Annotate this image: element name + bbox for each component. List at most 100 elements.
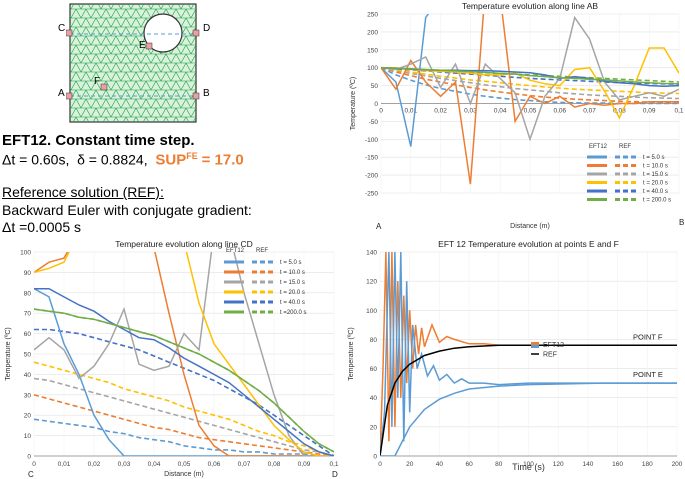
series-line xyxy=(380,252,677,456)
point-c-marker xyxy=(66,29,73,37)
chart-title: EFT 12 Temperature evolution at points E… xyxy=(438,239,619,249)
x-tick-label: 0,02 xyxy=(434,108,447,115)
ref-series-line xyxy=(34,361,334,456)
annotation-point-e: POINT E xyxy=(633,370,663,379)
point-e-marker xyxy=(145,42,153,50)
eft-series-line xyxy=(381,47,679,120)
series-line xyxy=(380,382,677,456)
label-d: D xyxy=(203,23,211,34)
x-tick-label: 0,07 xyxy=(238,461,251,468)
annotation-point-f: POINT F xyxy=(633,332,663,341)
eft-series-line xyxy=(34,252,334,456)
chart-ab: Temperature evolution along line AB -250 -… xyxy=(350,1,684,231)
legend-item-label: EFT12 xyxy=(543,342,564,349)
ref-method: Backward Euler with conjugate gradient: xyxy=(2,202,252,218)
label-c: C xyxy=(58,23,66,34)
ref-heading: Reference solution (REF): xyxy=(2,184,164,200)
legend-item-label: t = 200.0 s xyxy=(643,198,671,204)
end-label-left: C xyxy=(28,470,34,479)
y-axis-label: Temperature (ºC) xyxy=(348,327,355,381)
chart-cd: Temperature evolution along line CD 0 10 20… xyxy=(5,239,339,479)
x-tick-label: 0 xyxy=(378,461,382,468)
x-tick-label: 20 xyxy=(406,461,414,468)
legend-col1-header: EFT12 xyxy=(589,144,608,150)
x-tick-label: 0,02 xyxy=(88,461,101,468)
legend-item-label: t = 15.0 s xyxy=(643,172,668,178)
heading: EFT12. Constant time step. xyxy=(2,132,195,149)
x-tick-label: 0,03 xyxy=(118,461,131,468)
delta-value: δ = 0.8824, xyxy=(77,151,148,168)
ref-series-line xyxy=(34,394,334,456)
label-a: A xyxy=(58,88,65,99)
y-tick-label: 80 xyxy=(24,290,32,297)
eft-series-line xyxy=(34,288,334,456)
ref-series-line xyxy=(381,66,679,95)
y-axis-label: Temperature (ºC) xyxy=(5,327,12,381)
x-tick-label: 0,09 xyxy=(298,461,311,468)
label-b: B xyxy=(203,88,210,99)
x-tick-label: 0,1 xyxy=(674,108,683,115)
eft-series-line xyxy=(34,252,334,456)
mesh-hole xyxy=(143,13,183,53)
y-tick-label: 150 xyxy=(367,47,378,54)
series-line xyxy=(380,252,677,456)
end-label-left: A xyxy=(376,222,382,231)
legend-item-label: t = 15.0 s xyxy=(280,280,305,286)
y-tick-label: -50 xyxy=(369,119,379,126)
y-tick-label: 70 xyxy=(24,311,32,318)
y-tick-label: -200 xyxy=(365,173,378,180)
y-tick-label: 60 xyxy=(370,366,378,373)
params-line: Δt = 0.60s, δ = 0.8824, SUPFE = 17.0 xyxy=(2,151,244,169)
x-tick-label: 0,06 xyxy=(208,461,221,468)
x-tick-label: 140 xyxy=(582,461,593,468)
y-tick-label: 250 xyxy=(367,12,378,19)
chart-ab-panel: Temperature evolution along line AB -250 -… xyxy=(343,0,685,232)
x-tick-label: 0,01 xyxy=(58,461,71,468)
x-tick-label: 200 xyxy=(672,461,683,468)
x-tick-label: 0,09 xyxy=(643,108,656,115)
x-axis-label: Distance (m) xyxy=(164,471,204,478)
x-tick-label: 0,01 xyxy=(404,108,417,115)
ref-dt: Δt =0.0005 s xyxy=(2,219,82,235)
y-tick-label: 90 xyxy=(24,270,32,277)
y-tick-label: 20 xyxy=(370,424,378,431)
x-tick-label: 0,08 xyxy=(613,108,626,115)
y-tick-label: 50 xyxy=(371,83,379,90)
ref-series-line xyxy=(34,418,334,456)
end-label-right: B xyxy=(679,218,684,227)
x-tick-label: 0,04 xyxy=(494,108,507,115)
y-tick-label: -250 xyxy=(365,191,378,198)
legend-item-label: t = 20.0 s xyxy=(643,181,668,187)
y-tick-label: 100 xyxy=(366,308,377,315)
y-tick-label: 40 xyxy=(370,395,378,402)
x-tick-label: 0,07 xyxy=(583,108,596,115)
eft-series-line xyxy=(34,252,69,274)
legend-item-label: t = 10.0 s xyxy=(643,164,668,170)
legend-item-label: t = 10.0 s xyxy=(280,270,305,276)
eft-series-line xyxy=(381,66,679,85)
dt-value: Δt = 0.60s, xyxy=(2,151,70,168)
legend-col1-header: EFT12 xyxy=(226,248,245,254)
mesh-figure xyxy=(66,0,200,125)
end-label-right: D xyxy=(332,470,338,479)
x-tick-label: 80 xyxy=(495,461,503,468)
y-tick-label: 50 xyxy=(24,352,32,359)
x-tick-label: 0,06 xyxy=(553,108,566,115)
eft-series-line xyxy=(34,287,334,456)
label-f: F xyxy=(94,76,101,87)
x-tick-label: 60 xyxy=(465,461,473,468)
x-tick-label: 120 xyxy=(553,461,564,468)
legend-col2-header: REF xyxy=(256,248,268,254)
sup-label: SUP xyxy=(155,151,187,169)
ref-series-line xyxy=(381,66,679,105)
y-tick-label: 0 xyxy=(373,454,377,461)
mesh-svg xyxy=(66,3,200,123)
chart-title: Temperature evolution along line AB xyxy=(462,1,598,11)
y-tick-label: -150 xyxy=(365,155,378,162)
eft-series-line xyxy=(381,14,679,185)
y-tick-label: 40 xyxy=(24,372,32,379)
chart-cd-panel: Temperature evolution along line CD 0 10 20… xyxy=(0,238,342,479)
x-tick-label: 0,05 xyxy=(524,108,537,115)
point-a-marker xyxy=(66,92,73,100)
legend-item-label: t = 5.0 s xyxy=(280,260,302,266)
